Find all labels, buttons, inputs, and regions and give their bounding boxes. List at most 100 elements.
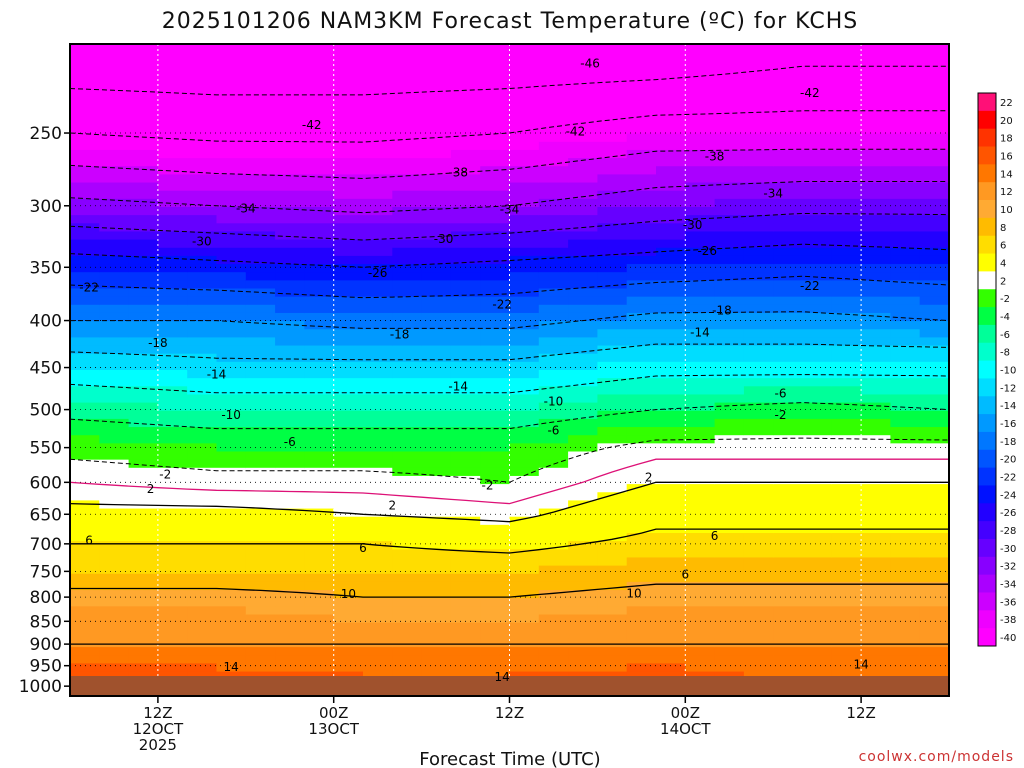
field-cell xyxy=(275,44,305,53)
field-cell xyxy=(538,280,569,290)
field-cell xyxy=(861,133,891,143)
field-cell xyxy=(743,459,774,469)
field-cell xyxy=(538,296,569,306)
field-cell xyxy=(392,475,423,485)
field-cell xyxy=(304,304,335,314)
field-cell xyxy=(187,451,218,461)
field-cell xyxy=(157,508,188,518)
field-cell xyxy=(831,231,862,241)
field-cell xyxy=(99,581,130,591)
field-cell xyxy=(245,500,276,510)
field-cell xyxy=(333,565,364,575)
field-cell xyxy=(128,321,159,330)
field-cell xyxy=(685,606,716,616)
field-cell xyxy=(538,361,569,371)
field-cell xyxy=(99,557,130,567)
field-cell xyxy=(743,247,774,257)
field-cell xyxy=(685,76,716,86)
field-cell xyxy=(304,663,335,673)
field-cell xyxy=(245,101,276,110)
field-cell xyxy=(70,280,100,290)
field-cell xyxy=(509,435,540,444)
field-cell xyxy=(304,125,335,135)
field-cell xyxy=(157,109,188,118)
field-cell xyxy=(304,337,335,347)
field-cell xyxy=(70,117,100,127)
field-cell xyxy=(656,345,686,355)
field-cell xyxy=(714,304,745,314)
colorbar-swatch xyxy=(978,467,996,486)
field-cell xyxy=(157,386,188,396)
field-cell xyxy=(333,435,364,444)
isotherm-line xyxy=(70,311,949,329)
field-cell xyxy=(538,427,569,436)
field-cell xyxy=(128,239,159,249)
field-cell xyxy=(685,427,716,436)
field-cell xyxy=(363,280,393,290)
field-cell xyxy=(890,557,921,567)
field-cell xyxy=(392,329,423,338)
field-cell xyxy=(421,84,452,94)
field-cell xyxy=(333,361,364,371)
field-cell xyxy=(714,427,745,436)
field-cell xyxy=(509,394,540,404)
field-cell xyxy=(245,394,276,404)
field-cell xyxy=(685,647,716,656)
field-cell xyxy=(450,44,481,53)
field-cell xyxy=(216,418,247,428)
field-cell xyxy=(187,378,218,387)
field-cell xyxy=(128,329,159,338)
isotherm-label: 2 xyxy=(645,471,653,485)
field-cell xyxy=(743,492,774,501)
field-cell xyxy=(275,329,305,338)
field-cell xyxy=(568,231,598,241)
field-cell xyxy=(626,443,657,453)
field-cell xyxy=(333,475,364,485)
field-cell xyxy=(216,345,247,355)
field-cell xyxy=(480,361,511,371)
field-cell xyxy=(773,573,804,583)
isotherm-label: -42 xyxy=(800,86,820,100)
colorbar-label: 16 xyxy=(1000,151,1013,162)
colorbar-swatch xyxy=(978,521,996,540)
field-cell xyxy=(626,475,657,485)
field-cell xyxy=(685,484,716,493)
field-cell xyxy=(421,92,452,102)
field-cell xyxy=(685,125,716,135)
field-cell xyxy=(509,321,540,330)
field-cell xyxy=(99,671,130,681)
field-cell xyxy=(685,190,716,200)
colorbar-label: -2 xyxy=(1000,294,1010,305)
field-cell xyxy=(392,141,423,151)
isotherm-line xyxy=(70,583,949,598)
field-cell xyxy=(363,125,393,135)
field-cell xyxy=(890,418,921,428)
field-cell xyxy=(421,101,452,110)
field-cell xyxy=(773,475,804,485)
field-cell xyxy=(70,125,100,135)
field-cell xyxy=(392,52,423,61)
field-cell xyxy=(773,638,804,648)
field-cell xyxy=(275,166,305,175)
field-cell xyxy=(480,76,511,86)
field-cell xyxy=(450,149,481,159)
field-cell xyxy=(890,337,921,347)
field-cell xyxy=(861,149,891,159)
field-cell xyxy=(773,467,804,477)
field-cell xyxy=(421,68,452,78)
isotherm-line xyxy=(70,343,949,361)
isotherm-line xyxy=(70,65,949,96)
isotherm-label: -46 xyxy=(580,56,600,70)
field-cell xyxy=(450,378,481,387)
field-cell xyxy=(597,370,628,379)
field-cell xyxy=(861,418,891,428)
field-cell xyxy=(890,492,921,501)
field-cell xyxy=(831,133,862,143)
field-cell xyxy=(714,264,745,273)
field-cell xyxy=(802,84,833,94)
field-cell xyxy=(392,84,423,94)
field-cell xyxy=(245,508,276,518)
field-cell xyxy=(626,565,657,575)
y-tick-label: 650 xyxy=(30,505,62,525)
field-cell xyxy=(831,198,862,208)
